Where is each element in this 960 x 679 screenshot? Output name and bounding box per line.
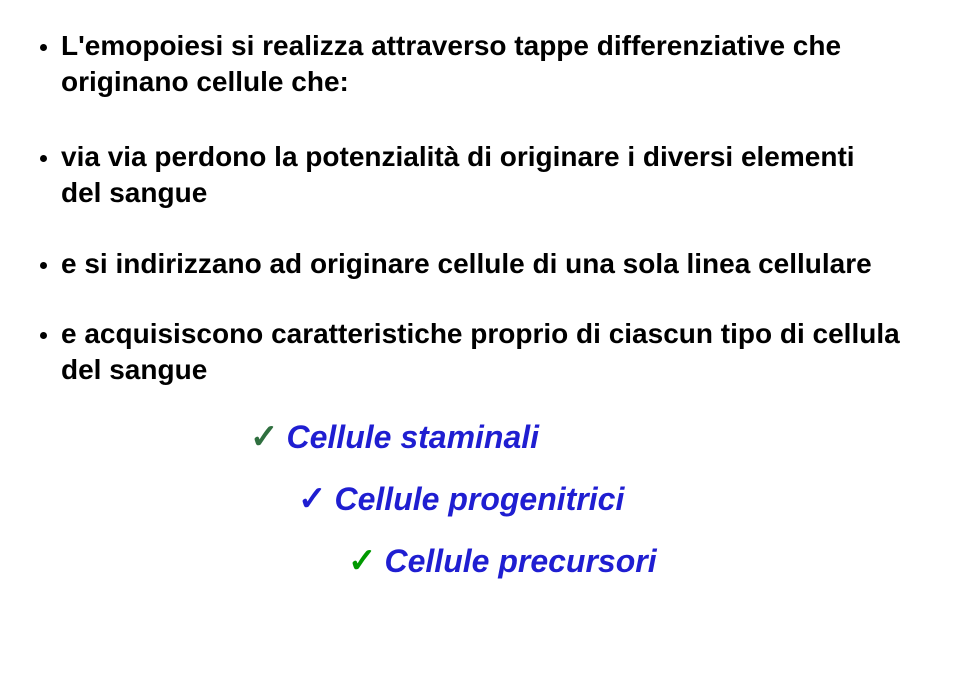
bullet-dot [40,332,47,339]
bullet-item: via via perdono la potenzialità di origi… [40,139,900,212]
check-item: ✓ Cellule precursori [348,541,900,581]
check-label: Cellule precursori [385,543,657,580]
bullet-text: e si indirizzano ad originare cellule di… [61,246,900,282]
check-icon: ✓ [250,417,279,457]
check-item: ✓ Cellule progenitrici [298,479,900,519]
check-label: Cellule staminali [287,419,540,456]
bullet-dot [40,44,47,51]
check-icon: ✓ [348,541,377,581]
bullet-dot [40,155,47,162]
slide: L'emopoiesi si realizza attraverso tappe… [0,0,960,679]
check-icon: ✓ [298,479,327,519]
bullet-text: e acquisiscono caratteristiche proprio d… [61,316,900,389]
check-item: ✓ Cellule staminali [250,417,900,457]
bullet-dot [40,262,47,269]
bullet-item: e si indirizzano ad originare cellule di… [40,246,900,282]
bullet-text: L'emopoiesi si realizza attraverso tappe… [61,28,900,101]
check-label: Cellule progenitrici [335,481,625,518]
bullet-text: via via perdono la potenzialità di origi… [61,139,900,212]
bullet-item: L'emopoiesi si realizza attraverso tappe… [40,28,900,101]
bullet-item: e acquisiscono caratteristiche proprio d… [40,316,900,389]
